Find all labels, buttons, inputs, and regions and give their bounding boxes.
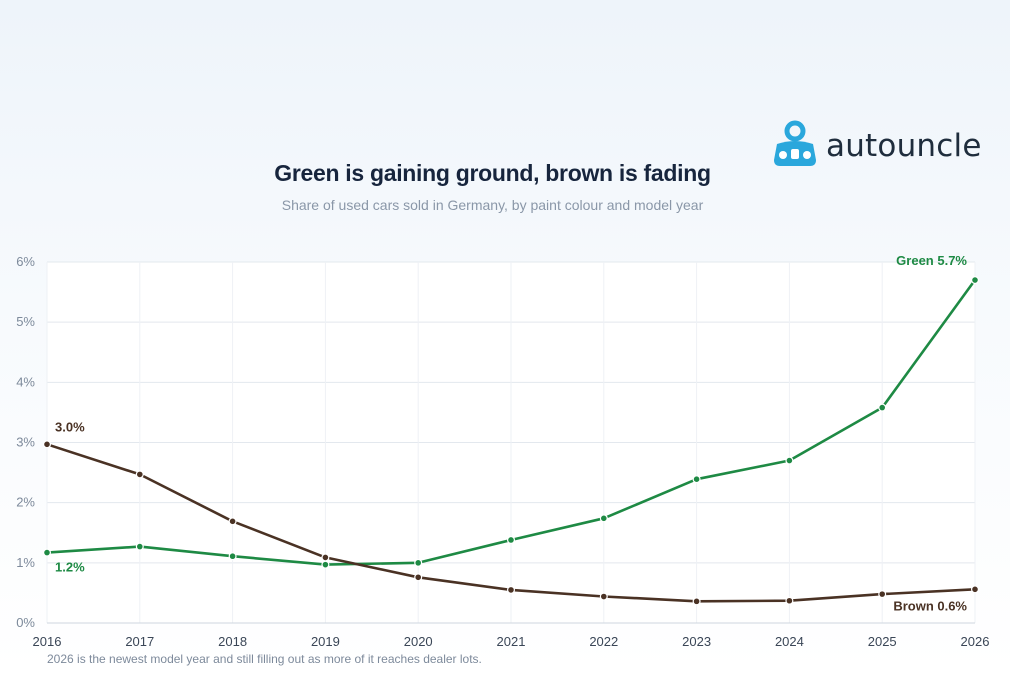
- data-label-brown: 3.0%: [55, 419, 85, 434]
- autouncle-person-car-icon: [774, 120, 816, 166]
- x-tick-label: 2019: [311, 634, 340, 649]
- data-point-green: [692, 475, 701, 484]
- data-point-green: [507, 535, 516, 544]
- data-point-green: [599, 514, 608, 523]
- x-tick-label: 2026: [961, 634, 990, 649]
- x-tick-label: 2023: [682, 634, 711, 649]
- data-point-brown: [321, 553, 330, 562]
- x-tick-label: 2022: [589, 634, 618, 649]
- data-point-brown: [507, 585, 516, 594]
- chart-subtitle: Share of used cars sold in Germany, by p…: [281, 197, 704, 213]
- y-tick-label: 2%: [16, 495, 35, 510]
- data-point-green: [414, 558, 423, 567]
- data-point-green: [785, 456, 794, 465]
- x-tick-label: 2020: [404, 634, 433, 649]
- x-tick-label: 2017: [125, 634, 154, 649]
- y-tick-label: 4%: [16, 374, 35, 389]
- x-tick-label: 2016: [33, 634, 62, 649]
- data-point-brown: [414, 573, 423, 582]
- data-point-brown: [878, 590, 887, 599]
- x-tick-label: 2024: [775, 634, 804, 649]
- x-tick-label: 2025: [868, 634, 897, 649]
- x-tick-label: 2018: [218, 634, 247, 649]
- data-label-brown: Brown 0.6%: [893, 598, 967, 613]
- data-point-green: [228, 552, 237, 561]
- y-tick-label: 5%: [16, 314, 35, 329]
- y-tick-label: 1%: [16, 555, 35, 570]
- x-tick-label: 2021: [497, 634, 526, 649]
- data-point-brown: [135, 470, 144, 479]
- data-point-brown: [970, 585, 979, 594]
- y-tick-label: 0%: [16, 615, 35, 630]
- chart-footnote: 2026 is the newest model year and still …: [47, 652, 482, 666]
- chart-title: Green is gaining ground, brown is fading: [274, 160, 711, 186]
- data-point-brown: [692, 597, 701, 606]
- data-point-brown: [42, 440, 51, 449]
- y-tick-label: 3%: [16, 435, 35, 450]
- data-label-green: 1.2%: [55, 560, 85, 575]
- data-point-green: [878, 403, 887, 412]
- data-point-brown: [785, 596, 794, 605]
- autouncle-logo: autouncle: [772, 118, 982, 174]
- data-point-green: [970, 276, 979, 285]
- data-point-green: [42, 548, 51, 557]
- y-tick-label: 6%: [16, 254, 35, 269]
- data-point-green: [321, 560, 330, 569]
- data-point-green: [135, 542, 144, 551]
- data-point-brown: [228, 517, 237, 526]
- brand-name: autouncle: [826, 128, 982, 164]
- data-point-brown: [599, 592, 608, 601]
- data-label-green: Green 5.7%: [896, 253, 967, 268]
